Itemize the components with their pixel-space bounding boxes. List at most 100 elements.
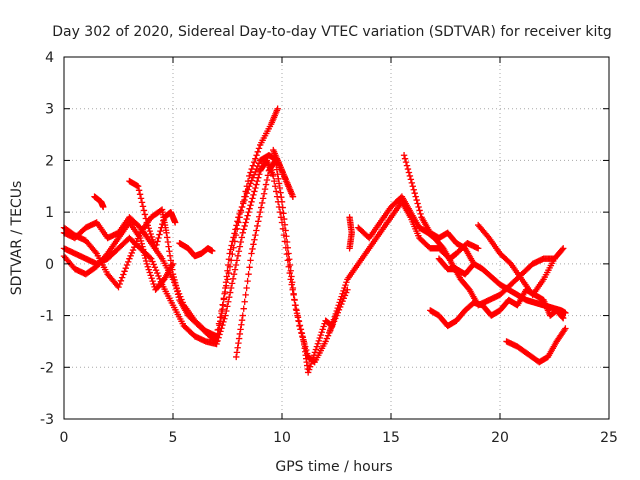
data-point	[306, 363, 314, 370]
data-point	[173, 284, 180, 292]
data-point	[238, 203, 246, 211]
data-point	[560, 314, 567, 322]
data-point	[559, 314, 566, 321]
data-point	[245, 208, 252, 216]
data-point	[235, 248, 243, 255]
data-point	[271, 177, 278, 185]
data-point	[294, 314, 302, 321]
data-point	[278, 198, 286, 205]
data-point	[337, 296, 344, 303]
data-point	[562, 309, 569, 317]
data-point	[253, 181, 260, 188]
plot-frame	[63, 56, 610, 420]
data-point	[248, 250, 255, 257]
data-point	[296, 322, 304, 329]
data-point	[216, 331, 223, 338]
data-point	[333, 307, 340, 315]
data-point	[249, 245, 256, 253]
data-point	[246, 205, 253, 212]
data-point	[127, 252, 134, 260]
data-point	[320, 323, 327, 330]
x-tick-label-1: 5	[169, 430, 178, 446]
data-point	[154, 238, 161, 245]
data-point	[141, 252, 148, 259]
data-point	[224, 276, 231, 283]
data-point	[148, 233, 155, 241]
data-point	[238, 316, 246, 324]
data-point	[241, 222, 248, 230]
data-point	[122, 264, 129, 272]
data-point	[164, 238, 172, 246]
data-point	[147, 230, 154, 238]
series-sat-i	[400, 152, 478, 268]
data-point	[251, 188, 258, 195]
data-point	[229, 250, 236, 258]
data-point	[241, 193, 248, 200]
data-point	[144, 263, 152, 270]
data-point	[402, 158, 410, 166]
data-point	[157, 227, 164, 235]
data-point	[227, 257, 235, 264]
data-point	[166, 248, 173, 255]
data-point	[330, 316, 338, 323]
data-point	[156, 231, 163, 238]
data-point	[238, 234, 245, 241]
data-point	[290, 290, 297, 297]
data-point	[118, 274, 126, 281]
data-point	[255, 160, 263, 167]
series-sat-l	[475, 221, 567, 299]
data-point	[261, 185, 269, 193]
data-point	[310, 352, 318, 359]
data-point	[139, 243, 146, 250]
data-point	[248, 198, 255, 205]
data-point	[149, 277, 156, 285]
data-point	[411, 189, 418, 197]
data-point	[242, 219, 249, 226]
data-point	[403, 162, 411, 169]
data-point	[257, 204, 265, 211]
data-point	[227, 284, 235, 292]
data-point	[145, 225, 152, 232]
data-point	[280, 215, 288, 223]
data-point	[286, 256, 293, 263]
data-point	[255, 174, 262, 181]
data-points	[60, 105, 569, 376]
data-point	[243, 183, 251, 190]
data-point	[100, 203, 107, 211]
series-sat-e	[126, 177, 179, 252]
data-point	[247, 202, 254, 209]
y-tick-label-1: -2	[40, 360, 54, 376]
data-point	[311, 349, 319, 356]
data-point	[292, 306, 300, 313]
data-point	[221, 315, 228, 322]
data-point	[223, 307, 230, 315]
data-point	[228, 280, 236, 287]
data-point	[291, 296, 298, 303]
data-point	[140, 246, 147, 253]
data-point	[146, 227, 153, 235]
data-point	[140, 249, 148, 256]
data-point	[150, 261, 157, 268]
data-point	[283, 238, 291, 246]
data-point	[149, 236, 156, 243]
data-point	[240, 226, 247, 233]
axes: 0 5 10 15 20 25 -3 -2 -1 0 1 2 3 4	[40, 50, 618, 446]
data-point	[248, 165, 255, 173]
x-tick-label-5: 25	[600, 430, 618, 446]
data-point	[236, 243, 244, 250]
data-point	[231, 238, 238, 245]
data-point	[217, 314, 224, 321]
y-tick-label-0: -3	[40, 412, 54, 428]
x-tick-label-2: 10	[273, 430, 291, 446]
data-point	[124, 258, 132, 266]
series-sat-d	[60, 219, 177, 293]
data-point	[416, 207, 423, 214]
data-point	[147, 272, 154, 279]
data-point	[346, 245, 353, 252]
series-sat-b	[60, 105, 281, 340]
data-point	[145, 266, 152, 273]
data-point	[249, 162, 257, 169]
data-point	[230, 271, 238, 278]
data-point	[231, 266, 239, 273]
